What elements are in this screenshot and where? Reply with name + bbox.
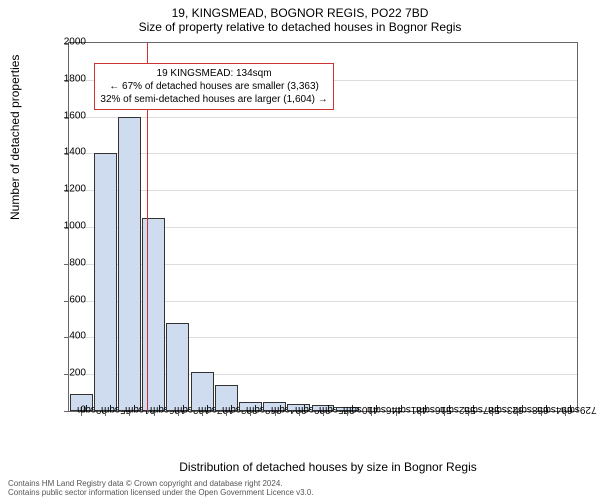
histogram-bar — [166, 323, 189, 411]
footer-attribution: Contains HM Land Registry data © Crown c… — [8, 479, 314, 498]
annotation-line: ← 67% of detached houses are smaller (3,… — [100, 80, 327, 93]
plot-area: 20sqm55sqm91sqm126sqm162sqm197sqm233sqm2… — [68, 42, 578, 412]
ytick-label: 1200 — [46, 184, 86, 195]
ytick-label: 1600 — [46, 110, 86, 121]
gridline — [69, 190, 577, 191]
ytick-label: 2000 — [46, 37, 86, 48]
ytick-label: 200 — [46, 368, 86, 379]
footer-line1: Contains HM Land Registry data © Crown c… — [8, 479, 314, 489]
x-axis-label: Distribution of detached houses by size … — [28, 460, 600, 474]
annotation-line: 32% of semi-detached houses are larger (… — [100, 93, 327, 106]
chart-title-line2: Size of property relative to detached ho… — [0, 20, 600, 36]
ytick-label: 600 — [46, 294, 86, 305]
histogram-bar — [94, 153, 117, 411]
gridline — [69, 117, 577, 118]
annotation-line: 19 KINGSMEAD: 134sqm — [100, 67, 327, 80]
gridline — [69, 153, 577, 154]
y-axis-label: Number of detached properties — [8, 55, 22, 220]
ytick-label: 800 — [46, 257, 86, 268]
ytick-label: 1400 — [46, 147, 86, 158]
annotation-box: 19 KINGSMEAD: 134sqm← 67% of detached ho… — [94, 63, 333, 110]
histogram-bar — [118, 117, 141, 411]
footer-line2: Contains public sector information licen… — [8, 488, 314, 498]
ytick-label: 1800 — [46, 73, 86, 84]
histogram-bar — [142, 218, 165, 411]
ytick-label: 0 — [46, 405, 86, 416]
ytick-label: 400 — [46, 331, 86, 342]
ytick-label: 1000 — [46, 221, 86, 232]
histogram-chart: 19, KINGSMEAD, BOGNOR REGIS, PO22 7BD Si… — [0, 0, 600, 500]
chart-title-line1: 19, KINGSMEAD, BOGNOR REGIS, PO22 7BD — [0, 0, 600, 20]
